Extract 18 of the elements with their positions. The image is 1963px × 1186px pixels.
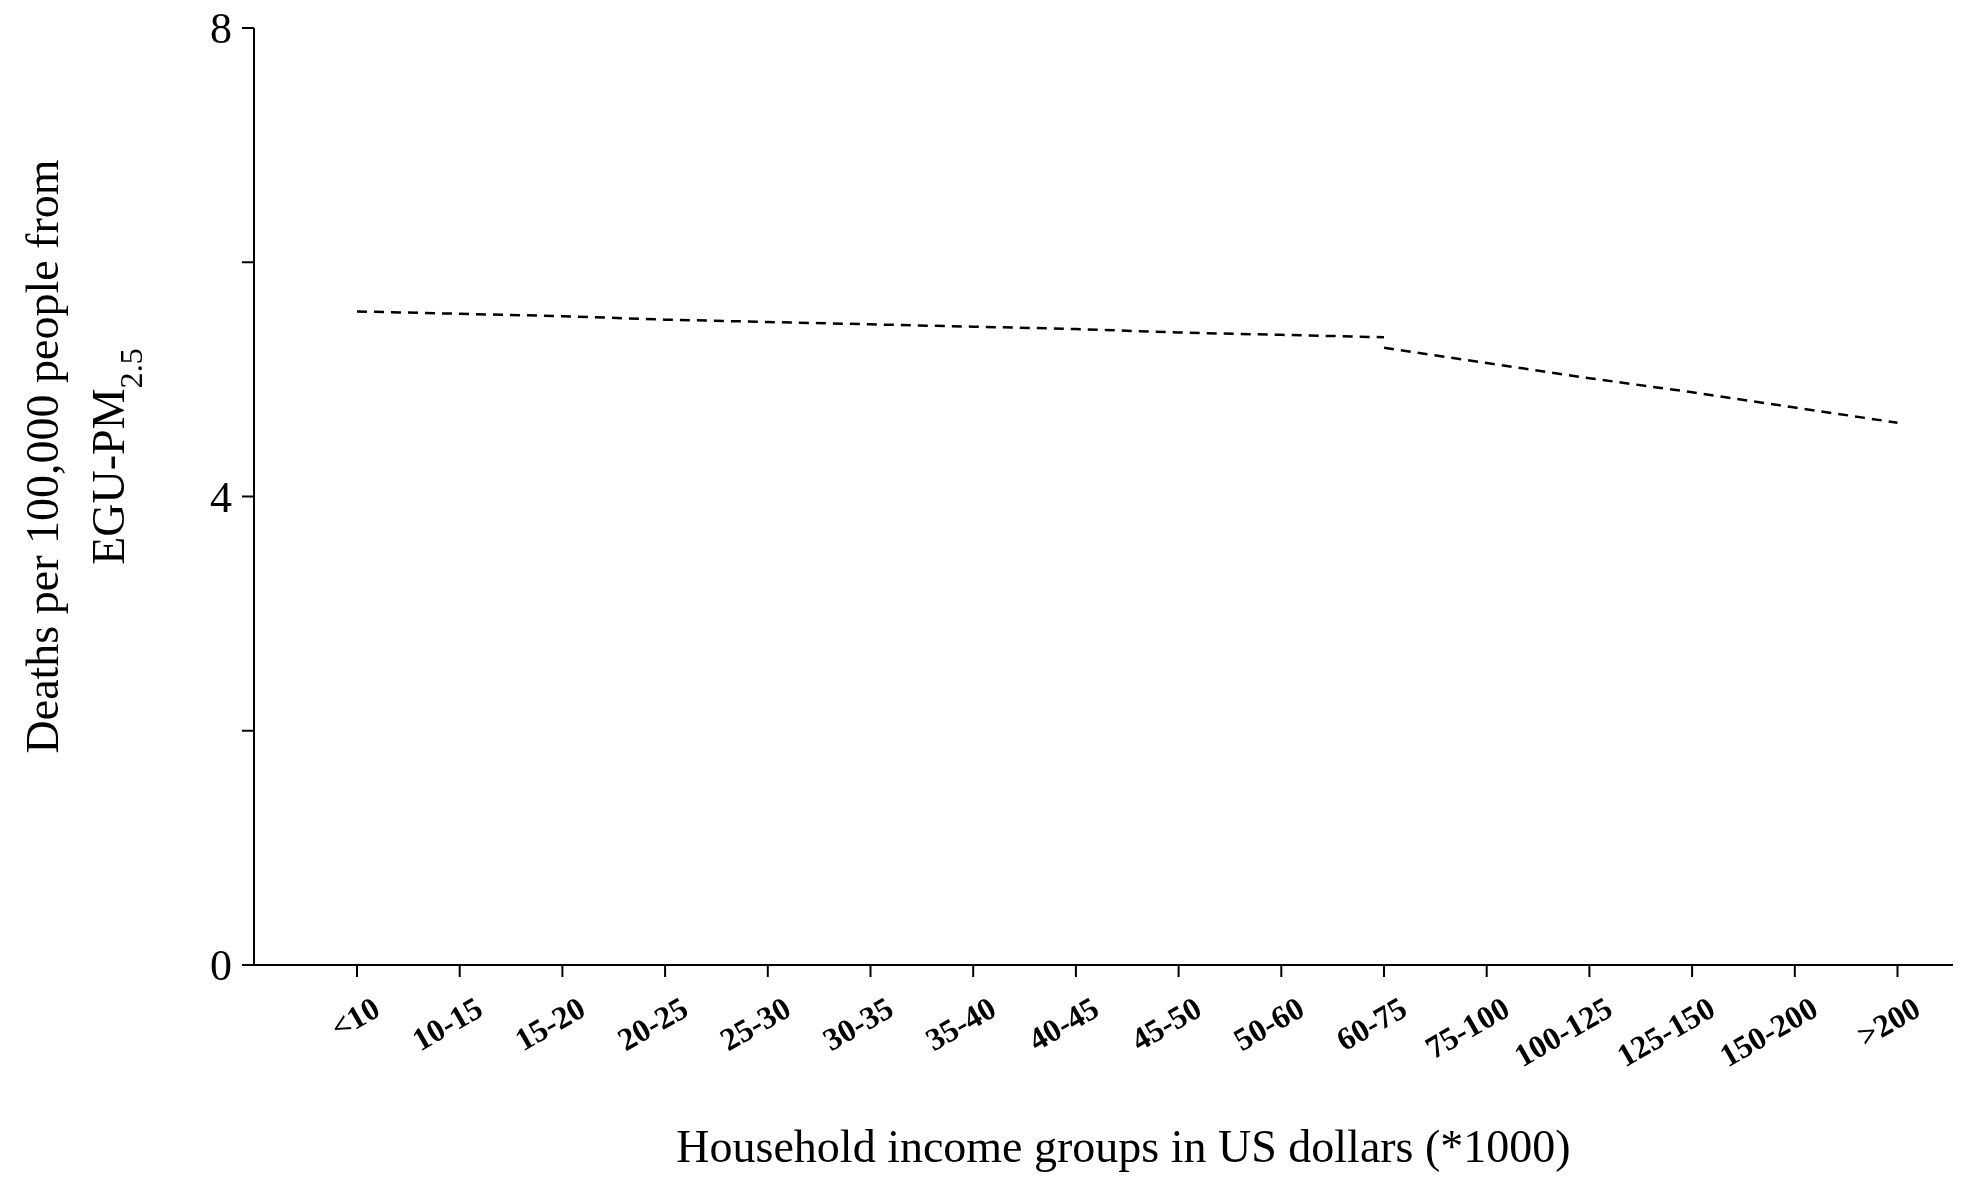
y-tick-label: 0	[210, 941, 232, 991]
x-tick-label: 45-50	[1124, 989, 1208, 1058]
x-tick-label: >200	[1850, 989, 1927, 1054]
x-tick-label: <10	[324, 989, 386, 1046]
line-series	[1382, 346, 1899, 424]
y-tick-label: 4	[210, 472, 232, 522]
line-series	[355, 310, 1386, 339]
x-tick-label: 50-60	[1227, 989, 1310, 1058]
x-axis-title: Household income groups in US dollars (*1000)	[676, 1121, 1571, 1172]
x-tick-label: 40-45	[1021, 989, 1105, 1058]
x-tick-label: 60-75	[1330, 989, 1413, 1058]
x-tick-label: 20-25	[611, 989, 694, 1058]
y-tick-label: 8	[210, 4, 232, 54]
x-tick-label: 30-35	[816, 989, 900, 1058]
x-tick-label: 15-20	[508, 989, 592, 1058]
x-tick-label: 35-40	[919, 989, 1002, 1058]
x-tick-label: 10-15	[405, 989, 489, 1058]
x-tick-label: 25-30	[713, 989, 797, 1058]
